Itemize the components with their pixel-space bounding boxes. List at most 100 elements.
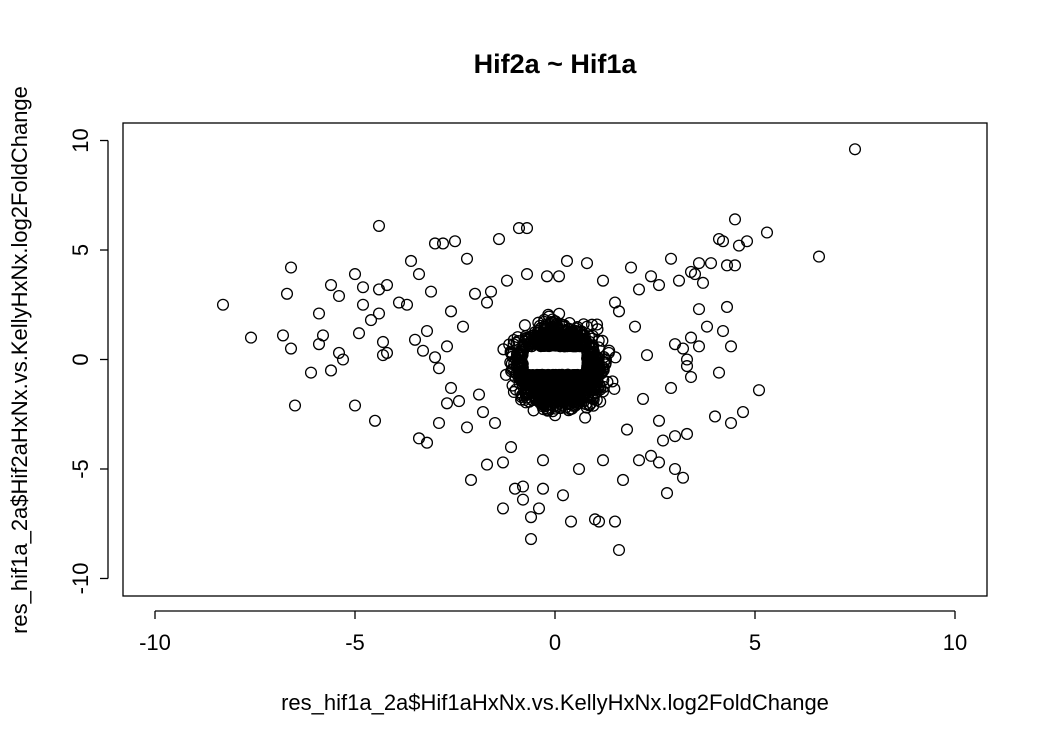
data-point: [597, 363, 610, 377]
x-axis-label: res_hif1a_2a$Hif1aHxNx.vs.KellyHxNx.log2…: [281, 690, 829, 715]
data-point: [244, 331, 258, 344]
data-point: [348, 268, 362, 281]
data-point: [660, 487, 674, 500]
data-point: [636, 392, 650, 405]
data-point: [724, 416, 738, 430]
data-point: [578, 374, 591, 387]
data-point: [520, 268, 534, 281]
data-point: [602, 346, 615, 359]
data-point: [620, 423, 634, 436]
data-point: [573, 387, 586, 400]
data-point: [352, 327, 366, 340]
data-point: [497, 343, 510, 356]
data-point: [672, 274, 686, 287]
data-point: [608, 515, 622, 528]
data-point: [440, 397, 454, 410]
data-point: [579, 411, 592, 424]
data-point: [582, 353, 595, 366]
data-point: [356, 281, 370, 294]
data-point: [452, 395, 466, 408]
x-tick-label: 5: [749, 630, 761, 655]
data-point: [372, 219, 386, 232]
data-point: [848, 143, 862, 156]
data-point: [562, 376, 575, 389]
data-point: [664, 252, 678, 265]
data-point: [692, 340, 706, 353]
data-point: [460, 252, 474, 265]
data-point: [684, 370, 698, 384]
data-point: [530, 375, 543, 388]
data-point: [364, 314, 378, 327]
data-point: [276, 329, 290, 342]
data-point: [692, 257, 706, 270]
data-point: [552, 270, 566, 283]
data-point: [692, 303, 706, 316]
data-point: [460, 421, 474, 434]
axes-layer: -10 -5 0 5 10 -10 -5 0 5 10: [68, 128, 967, 655]
data-point: [632, 283, 646, 296]
data-point: [533, 381, 546, 395]
data-point: [440, 340, 454, 353]
data-point: [536, 400, 549, 413]
data-point: [556, 489, 570, 502]
data-point: [596, 274, 610, 287]
data-point: [324, 278, 338, 292]
data-point: [716, 235, 730, 248]
data-point: [688, 268, 702, 281]
chart-title: Hif2a ~ Hif1a: [474, 49, 638, 79]
data-point: [288, 399, 302, 412]
data-point: [468, 287, 482, 300]
data-point: [280, 287, 294, 300]
data-point: [577, 369, 590, 382]
data-point: [420, 324, 434, 338]
data-point: [518, 393, 531, 406]
data-point: [444, 305, 458, 318]
data-point: [700, 320, 714, 333]
data-point: [537, 339, 550, 353]
data-point: [507, 385, 520, 399]
data-point: [644, 270, 658, 283]
data-point: [412, 268, 426, 281]
data-point: [684, 331, 698, 344]
data-point: [504, 441, 518, 454]
data-point: [596, 454, 610, 467]
data-point: [552, 338, 565, 351]
data-point: [524, 511, 538, 524]
data-point: [752, 384, 766, 397]
data-point: [564, 403, 577, 416]
data-point: [579, 379, 592, 392]
data-point: [609, 351, 622, 364]
data-point: [736, 406, 750, 419]
data-point: [492, 233, 506, 246]
data-point: [316, 329, 330, 342]
data-point: [520, 222, 534, 235]
data-point: [376, 335, 390, 349]
data-point: [216, 298, 230, 311]
data-point: [536, 454, 550, 467]
data-point: [716, 324, 730, 338]
data-point: [680, 360, 694, 373]
data-point: [563, 322, 576, 335]
data-point: [504, 346, 517, 359]
data-point: [372, 307, 386, 320]
data-point: [585, 332, 598, 345]
data-point: [591, 323, 604, 336]
data-point: [416, 344, 430, 357]
x-tick-label: -5: [345, 630, 365, 655]
data-point: [652, 414, 666, 427]
data-point: [536, 482, 550, 495]
data-point: [380, 278, 394, 292]
data-point: [304, 366, 318, 379]
data-point: [476, 406, 490, 419]
data-point: [480, 296, 494, 309]
data-point: [680, 427, 694, 441]
y-tick-label: -10: [68, 563, 93, 595]
data-point: [587, 399, 600, 412]
data-point: [668, 430, 682, 443]
data-point: [480, 458, 494, 471]
data-point: [356, 298, 370, 311]
data-point: [284, 342, 298, 355]
data-point: [644, 449, 658, 462]
data-point: [499, 368, 513, 381]
data-point: [424, 285, 438, 298]
